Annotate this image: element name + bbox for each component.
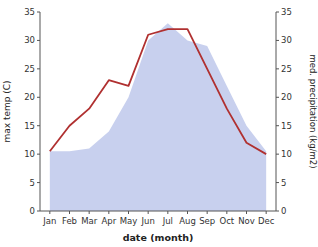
- y2-axis-label: med. precipitation (kg/m2): [308, 54, 318, 168]
- x-tick: [128, 211, 129, 214]
- x-tick: [69, 211, 70, 214]
- y-tick-label: 35: [24, 7, 35, 17]
- y-axis-line: [40, 12, 41, 211]
- y2-tick: [276, 68, 279, 69]
- x-tick: [148, 211, 149, 214]
- y-tick-label: 10: [24, 149, 35, 159]
- y2-tick-label: 15: [281, 121, 292, 131]
- x-tick-label: Jun: [141, 216, 155, 226]
- y-tick-label: 30: [24, 35, 35, 45]
- axes: Jan Feb MarApr MayJun Jul AugSep Oct NovDec 0 5 10…: [2, 7, 318, 243]
- y-tick-label: 15: [24, 121, 35, 131]
- y2-tick: [276, 40, 279, 41]
- x-axis-label: date (month): [123, 232, 194, 243]
- x-tick: [266, 211, 267, 214]
- y2-tick: [276, 12, 279, 13]
- chart: Jan Feb MarApr MayJun Jul AugSep Oct NovDec 0 5 10…: [0, 0, 318, 247]
- y2-tick: [276, 211, 279, 212]
- y2-tick-label: 20: [281, 92, 292, 102]
- y-tick: [37, 97, 40, 98]
- x-tick-label: Apr: [101, 216, 116, 226]
- x-tick-label: Aug: [179, 216, 196, 226]
- x-tick: [49, 211, 50, 214]
- y2-axis-line: [276, 12, 277, 211]
- area: [50, 23, 266, 211]
- y2-tick: [276, 125, 279, 126]
- y2-tick: [276, 97, 279, 98]
- y-tick: [37, 211, 40, 212]
- y2-tick-label: 5: [281, 178, 286, 188]
- y2-tick-label: 10: [281, 149, 292, 159]
- y2-tick-label: 35: [281, 7, 292, 17]
- x-tick-label: Jul: [162, 216, 173, 226]
- x-tick-label: Nov: [238, 216, 255, 226]
- x-tick-label: Jan: [42, 216, 56, 226]
- y-tick: [37, 40, 40, 41]
- chart-container: Jan Feb MarApr MayJun Jul AugSep Oct NovDec 0 5 10…: [0, 0, 318, 247]
- x-tick-label: Sep: [199, 216, 215, 226]
- x-tick: [207, 211, 208, 214]
- x-tick: [89, 211, 90, 214]
- y2-tick-label: 0: [281, 206, 286, 216]
- y-tick-label: 5: [30, 178, 35, 188]
- x-tick: [246, 211, 247, 214]
- x-tick-label: May: [120, 216, 138, 226]
- y-tick-label: 0: [30, 206, 35, 216]
- y2-tick: [276, 182, 279, 183]
- y2-tick-label: 30: [281, 35, 292, 45]
- plot-area: [50, 23, 266, 211]
- x-tick: [108, 211, 109, 214]
- y2-tick: [276, 154, 279, 155]
- y-axis-label: max temp (C): [2, 80, 12, 142]
- x-axis-line: [40, 211, 276, 212]
- y-tick: [37, 68, 40, 69]
- x-tick: [226, 211, 227, 214]
- y-tick-label: 25: [24, 64, 35, 74]
- y-tick-label: 20: [24, 92, 35, 102]
- y-tick: [37, 154, 40, 155]
- x-tick-label: Mar: [81, 216, 98, 226]
- y-tick: [37, 125, 40, 126]
- x-tick: [167, 211, 168, 214]
- line: [50, 29, 266, 154]
- y-tick: [37, 182, 40, 183]
- y2-tick-label: 25: [281, 64, 292, 74]
- x-tick: [187, 211, 188, 214]
- y-tick: [37, 12, 40, 13]
- x-tick-label: Dec: [258, 216, 275, 226]
- x-tick-label: Feb: [62, 216, 77, 226]
- x-tick-label: Oct: [219, 216, 234, 226]
